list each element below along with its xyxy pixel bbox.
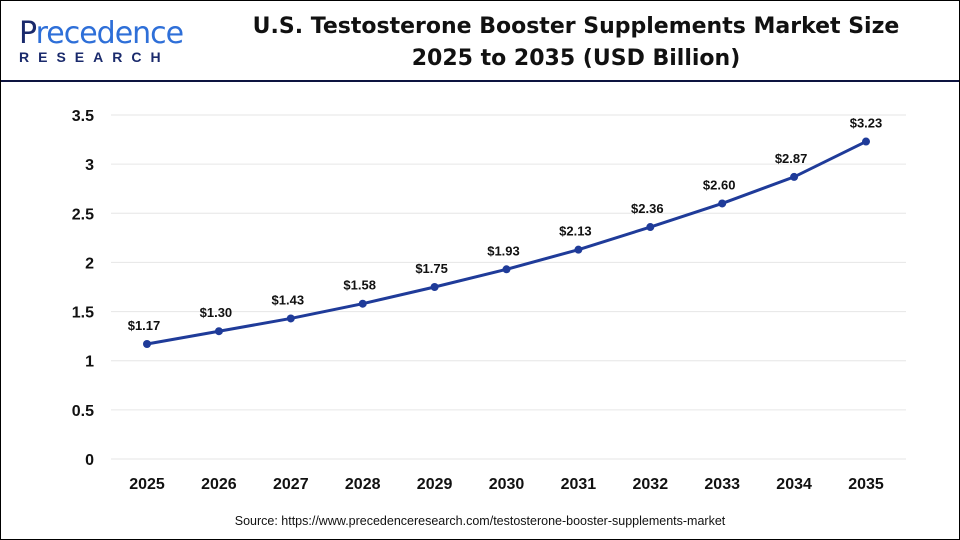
title-line-2: 2025 to 2035 (USD Billion): [411, 46, 741, 71]
y-tick-label: 3.5: [72, 108, 94, 125]
data-label: $2.87: [775, 151, 808, 166]
data-point: [286, 314, 295, 323]
title-line-1: U.S. Testosterone Booster Supplements Ma…: [252, 14, 900, 39]
data-point: [214, 327, 223, 336]
data-point: [790, 172, 799, 181]
x-tick-label: 2028: [345, 476, 381, 493]
data-point: [646, 223, 655, 232]
x-tick-label: 2029: [417, 476, 453, 493]
data-label: $2.60: [703, 177, 736, 192]
x-tick-label: 2034: [776, 476, 812, 493]
x-tick-label: 2033: [704, 476, 740, 493]
x-tick-label: 2030: [489, 476, 525, 493]
header: Precedence RESEARCH U.S. Testosterone Bo…: [1, 1, 959, 82]
chart-title: U.S. Testosterone Booster Supplements Ma…: [231, 11, 921, 75]
x-tick-label: 2025: [129, 476, 165, 493]
data-point: [862, 137, 870, 146]
source-text: Source: https://www.precedenceresearch.c…: [234, 514, 726, 528]
data-label: $1.30: [200, 305, 233, 320]
data-label: $1.58: [343, 278, 376, 293]
y-tick-label: 3: [85, 157, 94, 174]
data-label: $3.23: [850, 116, 883, 131]
y-tick-label: 0.5: [72, 403, 94, 420]
data-point: [502, 265, 511, 274]
data-label: $2.13: [559, 224, 592, 239]
data-label: $1.17: [128, 318, 161, 333]
data-point: [430, 283, 439, 291]
x-tick-label: 2035: [848, 476, 884, 493]
y-tick-label: 2: [85, 255, 94, 272]
y-tick-label: 1.5: [72, 305, 94, 322]
data-label: $1.43: [272, 292, 305, 307]
y-tick-label: 1: [85, 354, 94, 371]
data-label: $1.93: [487, 243, 520, 258]
y-tick-label: 0: [85, 452, 94, 469]
data-point: [143, 340, 151, 349]
data-point: [358, 299, 367, 308]
data-label: $2.36: [631, 201, 664, 216]
data-point: [718, 199, 727, 208]
x-tick-label: 2032: [633, 476, 669, 493]
x-tick-label: 2031: [561, 476, 597, 493]
x-tick-label: 2027: [273, 476, 309, 493]
precedence-research-logo: Precedence RESEARCH: [19, 16, 184, 66]
data-label: $1.75: [415, 261, 448, 276]
data-point: [574, 245, 583, 254]
x-tick-label: 2026: [201, 476, 237, 493]
y-tick-label: 2.5: [72, 206, 94, 223]
